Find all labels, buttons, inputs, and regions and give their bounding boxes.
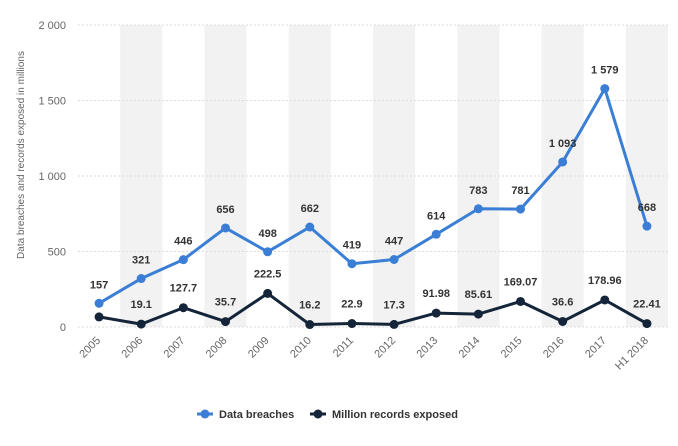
data-point[interactable]	[600, 295, 610, 305]
y-axis-label: Data breaches and records exposed in mil…	[16, 51, 27, 259]
data-point[interactable]	[600, 84, 610, 94]
x-tick-label: 2005	[77, 335, 103, 361]
x-tick-label: H1 2018	[613, 335, 651, 373]
x-tick-label: 2013	[415, 335, 441, 361]
series-line-1	[98, 291, 648, 327]
data-point[interactable]	[221, 317, 230, 327]
legend-swatch-marker	[200, 409, 210, 419]
data-point[interactable]	[558, 157, 568, 167]
data-label: 91.98	[422, 288, 450, 300]
data-point[interactable]	[642, 319, 652, 329]
data-point[interactable]	[178, 303, 188, 313]
data-label: 169.07	[504, 276, 538, 288]
data-point[interactable]	[305, 222, 315, 232]
x-tick-label: 2007	[162, 335, 188, 361]
data-label: 668	[638, 202, 656, 214]
series-line-0	[98, 87, 649, 305]
data-point[interactable]	[389, 255, 399, 265]
y-tick-label: 500	[48, 247, 66, 259]
data-label: 783	[469, 185, 487, 197]
data-point[interactable]	[558, 316, 568, 326]
data-point[interactable]	[347, 259, 357, 269]
data-label: 22.41	[633, 299, 661, 311]
x-tick-label: 2009	[246, 335, 272, 361]
x-tick-label: 2014	[457, 335, 483, 361]
data-point[interactable]	[473, 309, 483, 319]
data-label: 22.9	[341, 299, 362, 311]
data-point[interactable]	[94, 312, 104, 322]
data-point[interactable]	[305, 320, 315, 330]
data-point[interactable]	[94, 298, 104, 308]
data-label: 36.6	[552, 296, 573, 308]
x-tick-label: 2010	[288, 335, 314, 361]
x-tick-label: 2012	[372, 335, 398, 361]
y-tick-label: 1 500	[38, 96, 66, 108]
y-tick-label: 2 000	[38, 20, 66, 32]
data-label: 35.7	[215, 297, 236, 309]
data-point[interactable]	[431, 308, 441, 318]
data-point[interactable]	[642, 221, 652, 231]
data-label: 16.2	[299, 300, 320, 312]
x-axis: 2005 2006 2007 2008 2009 2010 2011 2012 2013 2014…	[77, 335, 651, 373]
data-label: 447	[385, 236, 403, 248]
data-label: 321	[132, 255, 150, 267]
legend[interactable]: Data breaches Million records exposed	[197, 409, 458, 421]
legend-label: Data breaches	[219, 409, 294, 421]
data-label: 1 579	[591, 65, 619, 77]
x-tick-label: 2017	[583, 335, 609, 361]
data-point[interactable]	[263, 288, 273, 298]
legend-item-0[interactable]: Data breaches	[197, 409, 294, 421]
data-label: 446	[174, 236, 192, 248]
data-label: 157	[90, 279, 108, 291]
data-point[interactable]	[431, 229, 441, 239]
legend-label: Million records exposed	[332, 409, 458, 421]
legend-swatch-marker	[313, 409, 323, 419]
data-point[interactable]	[516, 204, 525, 214]
y-axis: 0 500 1 000 1 500 2 000	[38, 20, 66, 334]
data-point[interactable]	[263, 247, 273, 257]
data-label: 656	[216, 204, 234, 216]
data-point[interactable]	[347, 319, 357, 329]
series-group	[94, 84, 652, 330]
y-tick-label: 0	[60, 322, 66, 334]
data-label: 222.5	[254, 268, 282, 280]
data-point[interactable]	[178, 255, 188, 265]
data-point[interactable]	[473, 204, 483, 214]
y-tick-label: 1 000	[38, 171, 66, 183]
x-tick-label: 2006	[120, 335, 146, 361]
data-label: 85.61	[465, 289, 493, 301]
data-label: 498	[258, 228, 276, 240]
data-point[interactable]	[516, 296, 525, 306]
x-tick-label: 2016	[541, 335, 567, 361]
data-point[interactable]	[136, 319, 146, 329]
data-label: 127.7	[170, 283, 198, 295]
x-tick-label: 2015	[499, 335, 525, 361]
data-label: 662	[301, 203, 319, 215]
data-point[interactable]	[389, 319, 399, 329]
data-labels: 157 321 446 656 498 662 419 447 614 783 781 1 093 1 …	[90, 65, 661, 312]
data-label: 178.96	[588, 275, 622, 287]
data-label: 781	[511, 185, 529, 197]
data-label: 614	[427, 210, 446, 222]
data-label: 19.1	[131, 299, 152, 311]
data-point[interactable]	[136, 274, 146, 284]
data-label: 419	[343, 240, 361, 252]
data-label: 17.3	[383, 299, 404, 311]
x-tick-label: 2011	[331, 335, 356, 360]
data-label: 1 093	[549, 138, 577, 150]
x-tick-label: 2008	[204, 335, 230, 361]
legend-item-1[interactable]: Million records exposed	[310, 409, 458, 421]
data-point[interactable]	[221, 223, 230, 233]
